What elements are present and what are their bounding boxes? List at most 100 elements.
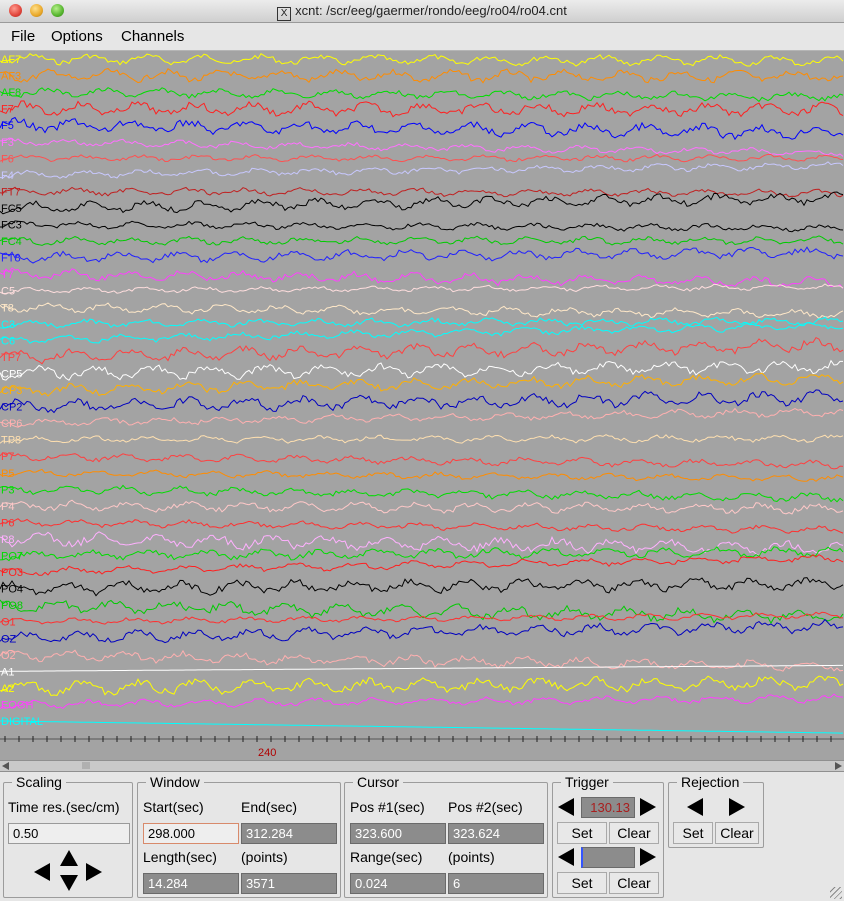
length-label: Length(sec) xyxy=(143,849,217,865)
channel-label-po3: PO3 xyxy=(1,567,23,579)
window-points-label: (points) xyxy=(241,849,288,865)
trace-c3 xyxy=(0,316,844,329)
channel-label-oz: OZ xyxy=(1,633,17,645)
pos2-label: Pos #2(sec) xyxy=(448,799,523,815)
trigger-next-icon[interactable] xyxy=(640,798,656,816)
trigger-group: Trigger 130.13 Set Clear Set Clear xyxy=(552,774,664,898)
trace-f7 xyxy=(0,100,844,118)
trace-fc5 xyxy=(0,191,844,215)
trigger-value-field[interactable]: 130.13 xyxy=(581,797,635,818)
eeg-trace-display[interactable]: AF7 AF3 AF8 F7 F5 F3 F6 F4 FT7 FC5 FC3 FC4 FT8 T7 C5 T8… xyxy=(0,51,844,760)
channel-label-f6: F6 xyxy=(1,153,14,165)
end-field[interactable]: 312.284 xyxy=(241,823,337,844)
channel-label-tp8: TP8 xyxy=(1,435,21,447)
channel-label-t7: T7 xyxy=(1,269,14,281)
channel-label-po8: PO8 xyxy=(1,600,23,612)
scale-up-icon[interactable] xyxy=(60,850,78,866)
trigger2-set-button[interactable]: Set xyxy=(557,872,607,894)
trace-po3 xyxy=(0,554,844,576)
channel-label-tp7: TP7 xyxy=(1,352,21,364)
channel-label-f3: F3 xyxy=(1,137,14,149)
cursor-title: Cursor xyxy=(353,774,404,790)
channel-label-fc4: FC4 xyxy=(1,236,22,248)
channel-label-p7: P7 xyxy=(1,451,14,463)
trace-tp8 xyxy=(0,434,844,444)
channel-label-cp5: CP5 xyxy=(1,368,22,380)
trace-tp7 xyxy=(0,336,844,365)
close-window-button[interactable] xyxy=(9,4,22,17)
trace-ft7 xyxy=(0,186,844,198)
time-scrollbar[interactable] xyxy=(0,760,844,772)
scroll-right-icon[interactable] xyxy=(835,762,842,770)
rejection-set-button[interactable]: Set xyxy=(673,822,713,844)
channel-label-a1: A1 xyxy=(1,666,14,678)
resize-grip-icon[interactable] xyxy=(830,887,842,899)
trace-f5 xyxy=(0,116,844,141)
channel-label-ft8: FT8 xyxy=(1,253,21,265)
window-title-label: Window xyxy=(146,774,204,790)
channel-label-o1: O1 xyxy=(1,617,16,629)
rejection-prev-icon[interactable] xyxy=(687,798,703,816)
trace-po4 xyxy=(0,577,844,597)
trace-ft8 xyxy=(0,246,844,264)
scrollbar-thumb[interactable] xyxy=(82,762,90,769)
trace-f6 xyxy=(0,153,844,163)
scale-down-icon[interactable] xyxy=(60,875,78,891)
trace-digital xyxy=(0,720,843,734)
scale-left-icon[interactable] xyxy=(34,863,50,881)
maximize-window-button[interactable] xyxy=(51,4,64,17)
channel-label-po7: PO7 xyxy=(1,551,23,563)
trigger-prev-icon[interactable] xyxy=(558,798,574,816)
trace-t8 xyxy=(0,302,844,320)
trace-eogh xyxy=(0,693,844,710)
trigger2-value-field[interactable] xyxy=(581,847,635,868)
trace-a1 xyxy=(0,664,843,672)
channel-label-af8: AF8 xyxy=(1,87,21,99)
channel-label-t8: T8 xyxy=(1,302,14,314)
menu-channels[interactable]: Channels xyxy=(121,28,185,45)
channel-label-digital: DIGITAL xyxy=(1,716,43,728)
pos2-field[interactable]: 323.624 xyxy=(448,823,544,844)
trace-p4 xyxy=(0,499,844,515)
trigger2-next-icon[interactable] xyxy=(640,848,656,866)
scale-right-icon[interactable] xyxy=(86,863,102,881)
window-points-field[interactable]: 3571 xyxy=(241,873,337,894)
start-input[interactable]: 298.000 xyxy=(143,823,239,844)
trace-o2 xyxy=(0,649,844,672)
channel-label-a2: A2 xyxy=(1,683,14,695)
eeg-trace-canvas[interactable]: AF7 AF3 AF8 F7 F5 F3 F6 F4 FT7 FC5 FC3 FC4 FT8 T7 C5 T8… xyxy=(0,51,844,760)
range-label: Range(sec) xyxy=(350,849,423,865)
channel-label-f5: F5 xyxy=(1,120,14,132)
trigger-set-button[interactable]: Set xyxy=(557,822,607,844)
range-field[interactable]: 0.024 xyxy=(350,873,446,894)
cursor-group: Cursor Pos #1(sec) Pos #2(sec) 323.600 3… xyxy=(344,774,548,898)
channel-label-o2: O2 xyxy=(1,650,16,662)
pos1-field[interactable]: 323.600 xyxy=(350,823,446,844)
cursor-points-field[interactable]: 6 xyxy=(448,873,544,894)
rejection-next-icon[interactable] xyxy=(729,798,745,816)
trigger-title: Trigger xyxy=(561,774,613,790)
length-field[interactable]: 14.284 xyxy=(143,873,239,894)
rejection-title: Rejection xyxy=(677,774,744,790)
scroll-left-icon[interactable] xyxy=(2,762,9,770)
minimize-window-button[interactable] xyxy=(30,4,43,17)
channel-label-cp2: CP2 xyxy=(1,402,22,414)
trace-af7 xyxy=(0,53,844,67)
trigger2-clear-button[interactable]: Clear xyxy=(609,872,659,894)
trace-fc4 xyxy=(0,235,844,246)
channel-label-p5: P5 xyxy=(1,468,14,480)
trace-f4 xyxy=(0,161,844,179)
trace-cp2 xyxy=(0,389,844,414)
trigger2-prev-icon[interactable] xyxy=(558,848,574,866)
menu-options[interactable]: Options xyxy=(51,28,103,45)
rejection-clear-button[interactable]: Clear xyxy=(715,822,759,844)
time-res-input[interactable]: 0.50 xyxy=(8,823,130,844)
menu-file[interactable]: File xyxy=(11,28,36,45)
end-label: End(sec) xyxy=(241,799,298,815)
trigger-clear-button[interactable]: Clear xyxy=(609,822,659,844)
trace-po7 xyxy=(0,546,844,562)
channel-label-af3: AF3 xyxy=(1,71,21,83)
scaling-group: Scaling Time res.(sec/cm) 0.50 xyxy=(3,774,133,898)
scaling-title: Scaling xyxy=(12,774,66,790)
